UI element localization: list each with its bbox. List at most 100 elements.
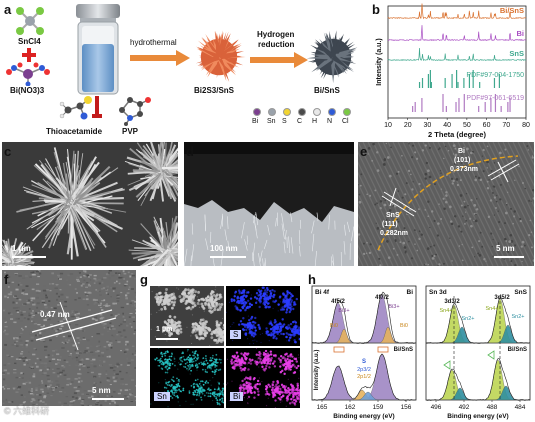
xps-peak-sn4-52 [426,298,530,344]
xps-right-sn4-b: Sn4+ [486,306,499,312]
xps-tick-label: 165 [317,404,328,411]
xps-tick-label: 492 [459,404,470,411]
xps-tick-label: 159 [373,404,384,411]
xps-tick-label: 488 [487,404,498,411]
scale-bar-f [92,398,124,400]
xps-left-peak2: 4f7/2 [375,295,389,301]
xrd-tick-label: 80 [522,122,530,129]
watermark: © 六维科研 [4,406,50,416]
sem-image-d: 100 nm [184,142,354,266]
step-hydrogen-label: Hydrogen [257,30,295,39]
xps-left-bottom-envelope [311,353,417,401]
xps-left-s: S [362,359,366,365]
eds-map-sn: Sn [150,348,224,408]
xrd-legend-bi-sns: Bi/SnS [500,6,524,15]
eds-sem-image: 1 μm [150,286,224,346]
xrd-series-bi [387,25,527,42]
product-bi2s3-sns-label: Bi2S3/SnS [194,86,235,95]
xps-right-top-envelope [425,297,531,344]
legend-label-c: C [297,118,303,125]
scale-label-d: 100 nm [210,244,238,253]
scale-label-e: 5 nm [496,244,515,253]
eds-map-bi: Bi [226,348,300,408]
xps-right-sn2: Sn2+ [462,316,475,322]
bi2s3-sns-particle-icon [195,30,246,83]
legend-label-sn: Sn [267,118,276,125]
xrd-ylabel: Intensity (a.u.) [376,38,383,85]
xps-peak-sn2-52 [426,324,530,344]
xrd-series-sns [387,47,527,62]
legend-label-h: H [312,118,318,125]
scale-bar-e [494,256,524,258]
xps-left-bi3: Bi3+ [338,308,349,314]
element-legend: Bi Sn S C H N Cl [250,108,360,134]
xps-peak-bottom-sn4-32 [426,369,530,401]
scale-bar-d [210,256,246,258]
xrd-legend-sns: SnS [509,49,524,58]
eds-sn-tag: Sn [154,392,170,401]
panel-label-c: c [4,144,12,159]
legend-dot-cl [343,108,351,116]
bi-nitrate-molecule-icon [6,62,50,86]
pvp-molecule-icon [119,97,151,126]
reagent-pvp-label: PVP [122,127,139,136]
scale-bar-c [12,256,46,258]
reagent-sncl4-label: SnCl4 [18,37,41,46]
eds-s-tag: S [230,330,242,339]
e-bi-label: Bi [458,148,465,155]
autoclave-reactor-icon [76,4,120,95]
xps-right-bottom-envelope [425,358,531,401]
xps-tick-label: 162 [345,404,356,411]
xps-peak-bi3-72 [312,294,416,344]
orange-arrow-2-icon [250,52,308,68]
panel-label-a: a [4,2,12,17]
xrd-chart: 10 20 30 40 50 60 70 80 2 Theta (degree) Intensit… [376,3,530,139]
panel-label-f: f [4,272,9,287]
xps-left-bi0: Bi0 [330,323,338,329]
panel-label-e: e [360,144,368,159]
e-bi-d-label: 0.373nm [450,166,479,173]
sncl4-molecule-icon [16,7,44,35]
e-bi-plane-label: (101) [454,157,471,164]
xps-left-bi3-b: Bi3+ [388,304,399,310]
hrtem-image-f: 0.47 nm 5 nm [2,270,136,406]
legend-label-n: N [327,118,333,125]
scale-label-c: 1 μm [12,244,31,253]
xps-left-top-envelope [311,291,417,344]
eds-bi-label: Bi [233,392,241,401]
reagent-thioacetamide-label: Thioacetamide [46,127,103,136]
xps-left-sample: Bi/SnS [394,347,413,353]
eds-sn-label: Sn [157,392,167,401]
xps-right-sn4: Sn4+ [440,308,453,314]
xps-left-shift-arrow-2 [377,346,389,353]
xrd-tick-label: 40 [443,122,451,129]
xps-right-shift-arrow-2 [487,350,495,360]
xps-tick-label: 484 [515,404,526,411]
legend-dot-bi [253,108,261,116]
plus-icon [22,48,36,62]
xrd-legend-pdf2: PDF#97-061-6519 [466,95,524,102]
legend-dot-s [283,108,291,116]
xrd-xlabel: 2 Theta (degree) [428,130,486,139]
panel-label-d: d [186,144,194,159]
xrd-tick-label: 50 [463,122,471,129]
legend-label-cl: Cl [342,118,349,125]
xps-bi4f-chart: 165 162 159 156 Binding energy (eV) Intensity… [311,285,417,420]
xps-sn3d-chart: 496 492 488 484 Binding energy (eV) Sn 3d SnS 3… [425,285,531,420]
xrd-tick-label: 10 [384,122,392,129]
xrd-series-bi-sns [387,3,526,20]
bi-sns-particle-icon [306,30,358,84]
orange-arrow-icon [130,50,190,66]
xrd-legend-pdf1: PDF#97-004-1750 [466,72,524,79]
thioacetamide-molecule-icon [59,96,92,120]
legend-dot-sn [268,108,276,116]
xps-peak-bottom-sn4-52 [426,359,530,401]
panel-label-g: g [140,272,148,287]
e-sns-d-label: 0.282nm [380,230,409,237]
xrd-tick-label: 20 [404,122,412,129]
scale-label-f: 5 nm [92,386,111,395]
reagent-bi-nitrate-text: Bi(NO3)3 [10,86,45,95]
legend-label-s: S [282,118,287,125]
xps-left-s2p3: 2p3/2 [357,367,371,373]
eds-map-s: S [226,286,300,346]
